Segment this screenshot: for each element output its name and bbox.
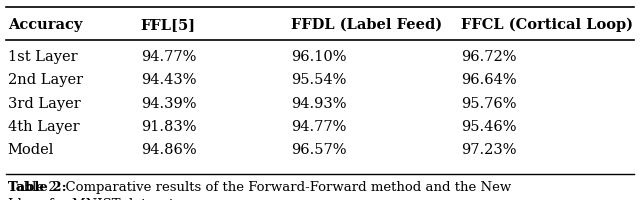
Text: 94.86%: 94.86% [141, 142, 196, 156]
Text: FFDL (Label Feed): FFDL (Label Feed) [291, 18, 442, 32]
Text: 96.10%: 96.10% [291, 50, 347, 64]
Text: 94.43%: 94.43% [141, 73, 196, 87]
Text: 96.64%: 96.64% [461, 73, 516, 87]
Text: 94.77%: 94.77% [141, 50, 196, 64]
Text: FFCL (Cortical Loop): FFCL (Cortical Loop) [461, 18, 633, 32]
Text: 95.46%: 95.46% [461, 119, 516, 133]
Text: 94.93%: 94.93% [291, 96, 347, 110]
Text: 3rd Layer: 3rd Layer [8, 96, 81, 110]
Text: 96.57%: 96.57% [291, 142, 347, 156]
Text: 4th Layer: 4th Layer [8, 119, 79, 133]
Text: 94.39%: 94.39% [141, 96, 196, 110]
Text: 95.54%: 95.54% [291, 73, 347, 87]
Text: Model: Model [8, 142, 54, 156]
Text: 95.76%: 95.76% [461, 96, 516, 110]
Text: 96.72%: 96.72% [461, 50, 516, 64]
Text: Table 2: Comparative results of the Forward-Forward method and the New
Ideas for: Table 2: Comparative results of the Forw… [8, 180, 511, 200]
Text: 2nd Layer: 2nd Layer [8, 73, 83, 87]
Text: FFL[5]: FFL[5] [141, 18, 196, 32]
Text: 97.23%: 97.23% [461, 142, 516, 156]
Text: 91.83%: 91.83% [141, 119, 196, 133]
Text: Table 2:: Table 2: [8, 180, 67, 193]
Text: 1st Layer: 1st Layer [8, 50, 77, 64]
Text: 94.77%: 94.77% [291, 119, 347, 133]
Text: Accuracy: Accuracy [8, 18, 82, 32]
